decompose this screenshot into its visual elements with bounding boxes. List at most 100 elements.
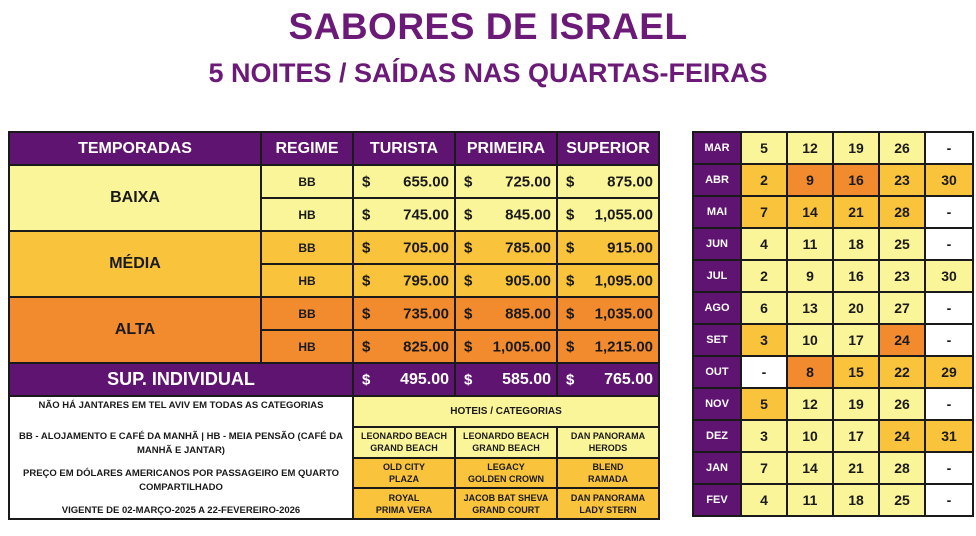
price-cell: $705.00 <box>352 230 456 265</box>
departure-day: 23 <box>878 163 926 197</box>
departure-day: 11 <box>786 227 834 261</box>
departure-day: 7 <box>740 195 788 229</box>
price-table: TEMPORADAS REGIME TURISTA PRIMEIRA SUPER… <box>8 131 660 520</box>
hotel-cell: ROYAL PRIMA VERA <box>352 487 456 520</box>
departure-day: 29 <box>924 355 974 389</box>
price-cell: $915.00 <box>556 230 660 265</box>
price-value: 1,005.00 <box>492 338 551 355</box>
departure-day: 7 <box>740 451 788 485</box>
currency-symbol: $ <box>566 206 575 223</box>
hotel-name: GOLDEN CROWN <box>468 473 544 484</box>
month-label: FEV <box>692 483 742 517</box>
departure-day: 16 <box>832 163 880 197</box>
sup-individual-label: SUP. INDIVIDUAL <box>8 362 354 397</box>
departure-day: 18 <box>832 227 880 261</box>
month-label: JAN <box>692 451 742 485</box>
departure-day: 10 <box>786 323 834 357</box>
season-alta: ALTA <box>8 296 262 364</box>
hotels-header-row: NÃO HÁ JANTARES EM TEL AVIV EM TODAS AS … <box>8 395 660 520</box>
hotel-name: BLEND <box>592 461 624 472</box>
departure-day: 9 <box>786 259 834 293</box>
departure-day: 26 <box>878 387 926 421</box>
departure-day: 26 <box>878 131 926 165</box>
price-value: 495.00 <box>400 370 449 388</box>
month-label: DEZ <box>692 419 742 453</box>
note-item: VIGENTE DE 02-MARÇO-2025 A 22-FEVEREIRO-… <box>61 505 301 516</box>
header-turista: TURISTA <box>352 131 456 166</box>
hotel-name: RAMADA <box>588 473 628 484</box>
departure-day: - <box>924 387 974 421</box>
hotel-row: OLD CITY PLAZA LEGACY GOLDEN CROWN BLEND RA… <box>9 456 660 490</box>
month-label: MAR <box>692 131 742 165</box>
regime-cell: BB <box>260 230 354 265</box>
hotel-cell: DAN PANORAMA LADY STERN <box>556 487 660 520</box>
price-value: 795.00 <box>403 272 449 289</box>
header-primeira: PRIMEIRA <box>454 131 558 166</box>
notes-block: NÃO HÁ JANTARES EM TEL AVIV EM TODAS AS … <box>8 395 354 520</box>
departure-day: 17 <box>832 323 880 357</box>
currency-symbol: $ <box>362 371 371 388</box>
departure-day: 28 <box>878 451 926 485</box>
regime-cell: HB <box>260 263 354 298</box>
month-label: JUL <box>692 259 742 293</box>
departure-day: 18 <box>832 483 880 517</box>
calendar-row: MAI 7 14 21 28- <box>692 195 974 229</box>
price-value: 825.00 <box>403 338 449 355</box>
currency-symbol: $ <box>464 305 473 322</box>
departure-day: 13 <box>786 291 834 325</box>
price-cell: $745.00 <box>352 197 456 232</box>
currency-symbol: $ <box>566 305 575 322</box>
departure-day: - <box>924 195 974 229</box>
note-item: NÃO HÁ JANTARES EM TEL AVIV EM TODAS AS … <box>38 400 324 411</box>
price-value: 905.00 <box>505 272 551 289</box>
calendar-row: MAR 5 12 19 26- <box>692 131 974 165</box>
currency-symbol: $ <box>464 338 473 355</box>
currency-symbol: $ <box>464 173 473 190</box>
departure-day: 20 <box>832 291 880 325</box>
departure-day: 10 <box>786 419 834 453</box>
departure-day: - <box>924 227 974 261</box>
departure-day: 24 <box>878 419 926 453</box>
departure-day: 15 <box>832 355 880 389</box>
departure-day: 12 <box>786 387 834 421</box>
price-value: 875.00 <box>607 173 653 190</box>
departure-day: 30 <box>924 259 974 293</box>
departure-day: - <box>924 451 974 485</box>
hotel-name: JACOB BAT SHEVA <box>463 492 549 503</box>
price-cell: $1,055.00 <box>556 197 660 232</box>
hotel-row: ROYAL PRIMA VERA JACOB BAT SHEVA GRAND COU… <box>9 487 660 520</box>
season-media: MÉDIA <box>8 230 262 298</box>
month-label: AGO <box>692 291 742 325</box>
hotel-name: HERODS <box>588 443 628 454</box>
calendar-row: AGO 6 13 20 27- <box>692 291 974 325</box>
currency-symbol: $ <box>362 338 371 355</box>
hotel-name: PRIMA VERA <box>375 504 433 515</box>
table-row: BAIXA BB $655.00 $725.00 $875.00 <box>8 164 660 232</box>
month-label: NOV <box>692 387 742 421</box>
price-value: 705.00 <box>403 239 449 256</box>
departure-day: 14 <box>786 195 834 229</box>
calendar-row: ABR 2 9 16 23 30 <box>692 163 974 197</box>
currency-symbol: $ <box>362 206 371 223</box>
currency-symbol: $ <box>464 272 473 289</box>
table-row: HB $825.00 $1,005.00 $1,215.00 <box>9 329 660 364</box>
page-title: SABORES DE ISRAEL <box>288 6 688 47</box>
hotels-header: HOTEIS / CATEGORIAS <box>352 395 660 428</box>
hotel-name: LEONARDO BEACH <box>462 431 549 442</box>
page-subtitle: 5 NOITES / SAÍDAS NAS QUARTAS-FEIRAS <box>208 58 768 88</box>
departure-day: 27 <box>878 291 926 325</box>
price-cell: $1,035.00 <box>556 296 660 331</box>
hotel-row: LEONARDO BEACH GRAND BEACH LEONARDO BEACH… <box>9 425 660 459</box>
calendar-row: SET 3 10 17 24- <box>692 323 974 357</box>
header-superior: SUPERIOR <box>556 131 660 166</box>
price-cell: $1,005.00 <box>454 329 558 364</box>
hotel-cell: OLD CITY PLAZA <box>352 456 456 490</box>
price-value: 1,095.00 <box>594 272 653 289</box>
departure-day: 5 <box>740 131 788 165</box>
hotel-cell: LEONARDO BEACH GRAND BEACH <box>352 425 456 459</box>
departure-day: - <box>740 355 788 389</box>
season-baixa: BAIXA <box>8 164 262 232</box>
price-value: 915.00 <box>607 239 653 256</box>
currency-symbol: $ <box>566 272 575 289</box>
month-label: MAI <box>692 195 742 229</box>
